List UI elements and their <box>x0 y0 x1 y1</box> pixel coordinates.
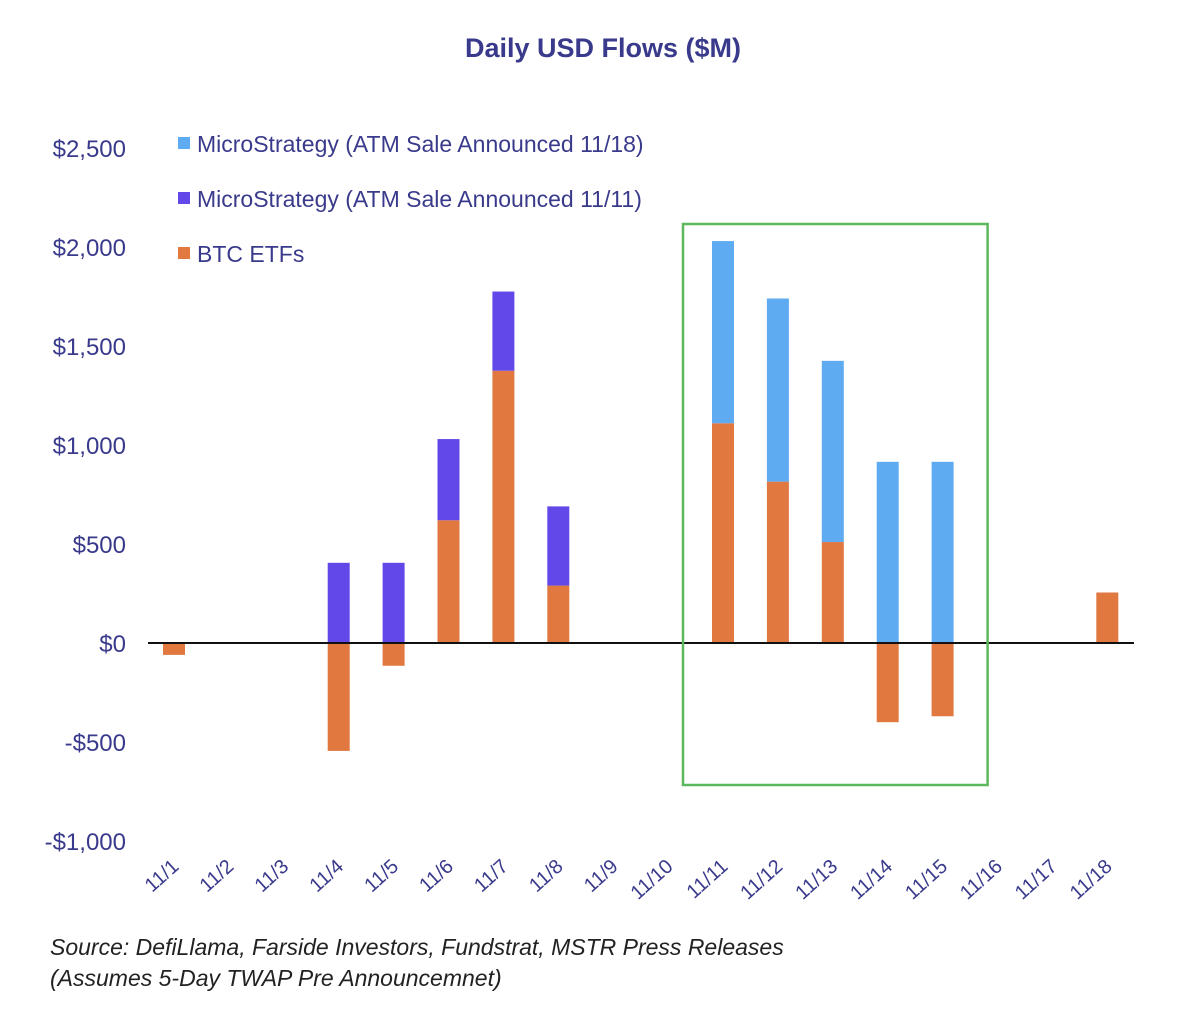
bar-segment-11-11-s2 <box>712 241 734 424</box>
y-tick-label: $1,500 <box>53 334 126 361</box>
bar-segment-11-12-s2 <box>766 298 789 482</box>
x-tick-label: 11/7 <box>470 855 513 896</box>
x-tick-label: 11/3 <box>251 855 294 896</box>
bar-segment-11-1-s0 <box>163 643 185 655</box>
bar-segment-11-5-s0 <box>382 643 405 666</box>
x-tick-label: 11/8 <box>525 855 568 896</box>
x-tick-label: 11/15 <box>901 855 952 904</box>
bar-segment-11-8-s0 <box>547 585 570 643</box>
legend-swatch <box>178 192 190 204</box>
chart-title: Daily USD Flows ($M) <box>465 33 741 63</box>
bar-segment-11-11-s0 <box>712 423 734 643</box>
x-tick-label: 11/4 <box>305 855 348 896</box>
y-tick-label: -$1,000 <box>45 829 126 856</box>
bar-segment-11-7-s0 <box>492 370 515 643</box>
y-tick-label: $2,500 <box>53 136 126 163</box>
y-axis-ticks: $2,500 $2,000 $1,500 $1,000 $500 $0 -$500 -$1,0… <box>45 136 126 856</box>
bar-segment-11-14-s0 <box>876 643 899 723</box>
bar-segment-11-8-s1 <box>547 506 570 586</box>
x-tick-label: 11/1 <box>141 855 184 896</box>
y-tick-label: $2,000 <box>53 235 126 262</box>
legend-label: BTC ETFs <box>197 241 304 267</box>
y-tick-label: $500 <box>73 532 126 559</box>
x-tick-label: 11/14 <box>846 855 897 904</box>
y-tick-label: -$500 <box>65 730 126 757</box>
bars <box>163 241 1119 751</box>
bar-segment-11-4-s1 <box>327 562 350 643</box>
x-tick-label: 11/9 <box>580 855 623 896</box>
legend-swatch <box>178 247 190 259</box>
y-tick-label: $1,000 <box>53 433 126 460</box>
x-tick-label: 11/16 <box>956 855 1007 904</box>
bar-segment-11-18-s0 <box>1096 592 1119 643</box>
x-tick-label: 11/10 <box>627 855 678 904</box>
x-tick-label: 11/12 <box>736 855 787 904</box>
x-axis-ticks: 11/1 11/2 11/3 11/4 11/5 11/6 11/7 11/8 11/9 11/1… <box>141 855 1117 904</box>
x-tick-label: 11/5 <box>360 855 403 896</box>
highlight-rectangle <box>681 222 989 787</box>
bar-segment-11-13-s0 <box>821 542 844 643</box>
legend-label: MicroStrategy (ATM Sale Announced 11/11) <box>197 186 642 212</box>
bar-segment-11-13-s2 <box>821 360 844 543</box>
legend-label: MicroStrategy (ATM Sale Announced 11/18) <box>197 131 644 157</box>
x-tick-label: 11/18 <box>1066 855 1117 904</box>
bar-segment-11-12-s0 <box>766 481 789 643</box>
bar-segment-11-7-s1 <box>492 291 515 371</box>
bar-segment-11-5-s1 <box>382 562 405 643</box>
x-tick-label: 11/17 <box>1011 855 1062 904</box>
highlight-box <box>681 222 989 787</box>
legend: MicroStrategy (ATM Sale Announced 11/18)… <box>178 131 644 267</box>
assumption-line: (Assumes 5-Day TWAP Pre Announcemnet) <box>50 965 502 991</box>
bar-segment-11-6-s1 <box>437 439 460 521</box>
y-tick-label: $0 <box>99 631 126 658</box>
source-line: Source: DefiLlama, Farside Investors, Fu… <box>50 934 784 960</box>
source-note: Source: DefiLlama, Farside Investors, Fu… <box>50 932 784 994</box>
bar-segment-11-4-s0 <box>327 643 350 751</box>
bar-segment-11-15-s2 <box>931 461 954 643</box>
x-tick-label: 11/13 <box>791 855 842 904</box>
bar-segment-11-15-s0 <box>931 643 954 717</box>
x-tick-label: 11/2 <box>196 855 239 896</box>
x-tick-label: 11/6 <box>415 855 458 896</box>
bar-segment-11-14-s2 <box>876 461 899 643</box>
legend-swatch <box>178 137 190 149</box>
bar-segment-11-6-s0 <box>437 520 460 643</box>
x-tick-label: 11/11 <box>683 855 733 903</box>
